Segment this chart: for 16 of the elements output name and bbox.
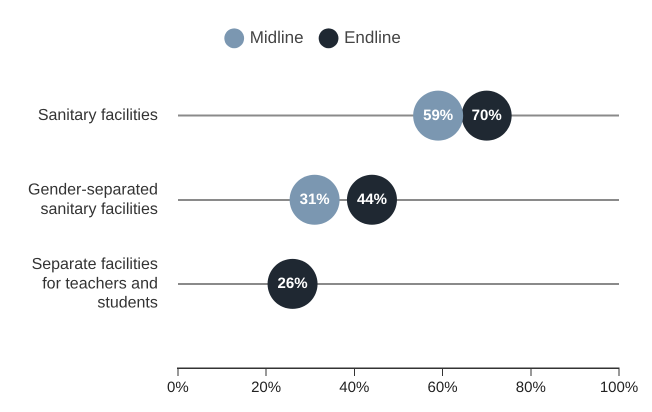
legend-label: Endline xyxy=(344,28,401,47)
y-tick-label: Gender-separated sanitary facilities xyxy=(28,182,158,218)
data-label: 44% xyxy=(356,190,387,208)
data-label: 70% xyxy=(472,106,502,124)
data-label: 59% xyxy=(423,106,454,124)
x-tick-label: 20% xyxy=(251,379,282,396)
legend-label: Midline xyxy=(250,28,304,47)
x-tick-label: 80% xyxy=(516,379,546,396)
y-tick-label: Separate facilities for teachers and students xyxy=(32,256,158,312)
data-label: 26% xyxy=(278,275,308,292)
x-tick-label: 60% xyxy=(428,379,458,396)
x-tick-label: 40% xyxy=(339,379,370,396)
x-tick-label: 100% xyxy=(600,379,638,396)
x-tick-label: 0% xyxy=(167,379,189,396)
y-tick-label: Sanitary facilities xyxy=(38,107,158,124)
data-label: 31% xyxy=(300,190,330,208)
